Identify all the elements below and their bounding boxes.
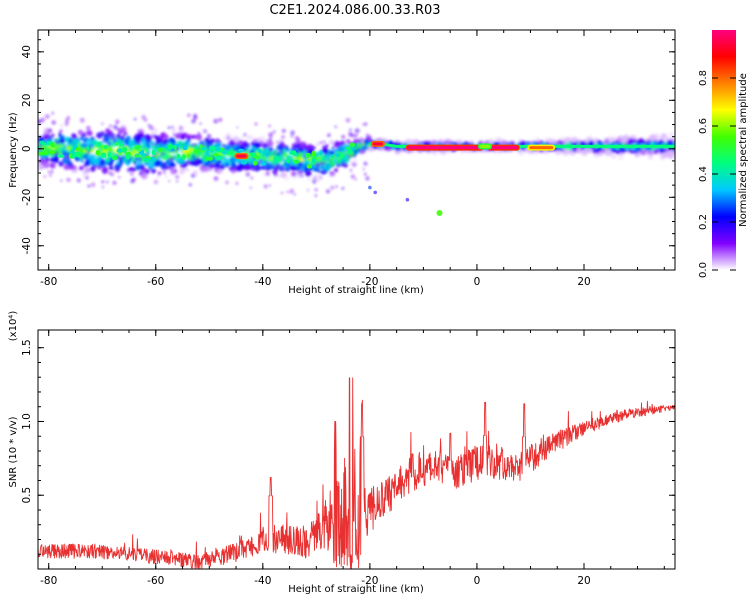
spectrogram-x-tick-label: -80 xyxy=(40,276,57,288)
colorbar-tick-label: 0.0 xyxy=(698,262,709,278)
spectrogram-y-tick-label: -40 xyxy=(21,237,33,254)
snr-y-tick-label: 1.5 xyxy=(21,339,33,356)
spectrogram-y-tick-label: 20 xyxy=(21,94,33,107)
spectrogram-x-tick-label: -40 xyxy=(254,276,271,288)
snr-x-tick-label: 20 xyxy=(577,575,590,587)
colorbar-tick-label: 0.2 xyxy=(698,214,709,230)
colorbar: 0.0 0.2 0.4 0.6 0.8 Normalized spectral ampl… xyxy=(698,30,749,278)
spectrogram-x-tick-label: -60 xyxy=(147,276,164,288)
spectrogram-x-ticks: -80 -60 -40 -20 0 20 xyxy=(40,30,665,288)
spectrogram-frame xyxy=(37,29,676,271)
snr-x-tick-label: -20 xyxy=(361,575,378,587)
snr-y-tick-label: 1.0 xyxy=(21,413,33,430)
colorbar-tick-label: 0.6 xyxy=(698,118,709,134)
snr-x-label: Height of straight line (km) xyxy=(288,584,424,595)
snr-series-line xyxy=(38,377,675,569)
spectrogram-y-tick-label: 40 xyxy=(21,45,33,58)
spectrogram-y-tick-label: 0 xyxy=(21,145,33,152)
spectrogram-x-tick-label: 0 xyxy=(474,276,481,288)
colorbar-ticks: 0.0 0.2 0.4 0.6 0.8 xyxy=(698,70,736,278)
spectrogram-x-tick-label: -20 xyxy=(361,276,378,288)
snr-panel: -80 -60 -40 -20 0 20 0.5 1.0 1.5 Height of stra… xyxy=(8,311,676,595)
snr-y-scale-note: (x10⁴) xyxy=(8,311,19,342)
snr-x-tick-label: -60 xyxy=(147,575,164,587)
outlier-point-2 xyxy=(373,190,378,195)
outlier-point-3 xyxy=(405,197,410,202)
spectrogram-heatmap xyxy=(38,111,675,216)
snr-x-tick-label: -80 xyxy=(40,575,57,587)
snr-frame xyxy=(37,329,676,570)
colorbar-label: Normalized spectral amplitude xyxy=(738,73,749,227)
colorbar-tick-label: 0.4 xyxy=(698,166,709,182)
spectrogram-y-ticks: -40 -20 0 20 40 xyxy=(21,39,675,259)
spectrogram-y-tick-label: -20 xyxy=(21,189,33,206)
colorbar-gradient xyxy=(712,30,736,270)
spectrogram-x-label: Height of straight line (km) xyxy=(288,285,424,296)
colorbar-tick-label: 0.8 xyxy=(698,70,709,86)
snr-x-ticks: -80 -60 -40 -20 0 20 xyxy=(40,330,665,587)
spectrogram-panel: -80 -60 -40 -20 0 20 -40 -20 0 20 40 Height of st… xyxy=(8,29,676,296)
snr-x-tick-label: -40 xyxy=(254,575,271,587)
spectrogram-y-label: Frequency (Hz) xyxy=(8,112,19,188)
spectrogram-x-tick-label: 20 xyxy=(577,276,590,288)
snr-y-tick-label: 0.5 xyxy=(21,487,33,504)
outlier-point-0 xyxy=(436,210,443,216)
snr-x-tick-label: 0 xyxy=(474,575,481,587)
snr-y-label: SNR (10 * v/v) xyxy=(8,416,19,487)
snr-y-ticks: 0.5 1.0 1.5 xyxy=(21,339,675,555)
outlier-point-1 xyxy=(368,185,372,190)
figure-title: C2E1.2024.086.00.33.R03 xyxy=(269,3,440,18)
